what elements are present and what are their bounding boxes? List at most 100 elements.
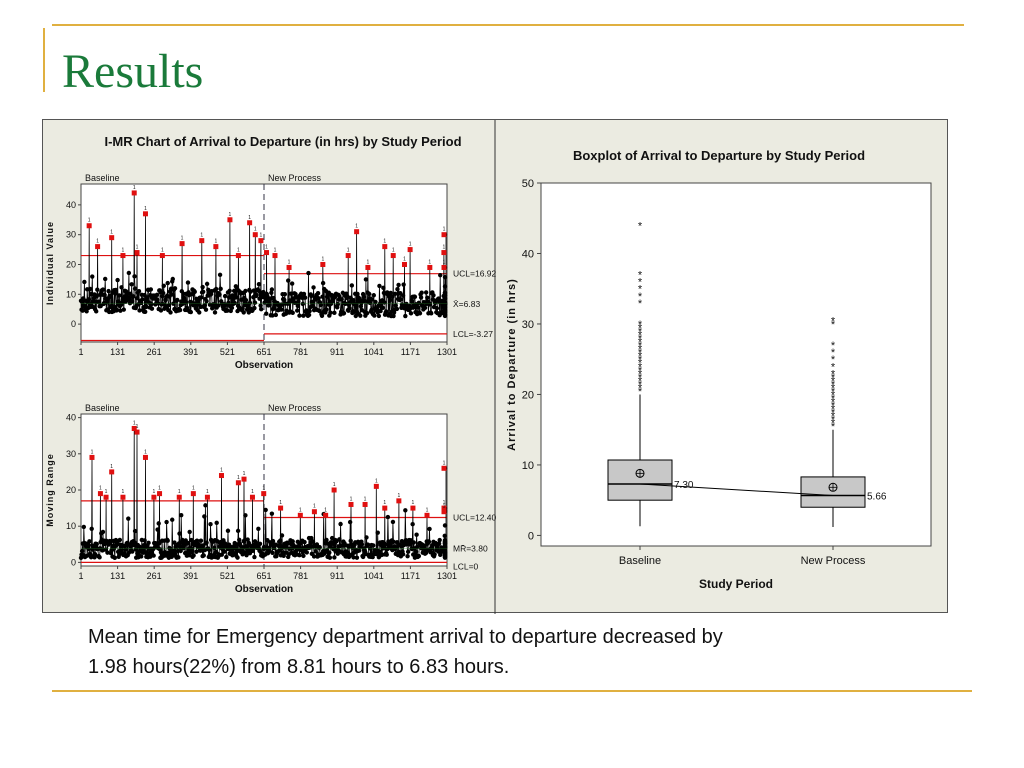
phase-label-new-process: New Process [268,173,322,183]
data-point [132,274,137,279]
data-point [363,277,369,282]
x-tick-label: 911 [330,347,344,357]
data-point [337,537,342,542]
data-point [316,308,322,314]
test-flag: 1 [237,475,240,481]
center-label: MR̄=3.80 [453,544,488,554]
data-point [311,554,317,559]
data-point [119,285,124,290]
data-point [166,303,172,308]
data-point [375,530,380,535]
out-of-control-point [120,494,126,500]
data-point [142,309,148,314]
data-point [189,548,195,554]
outlier-mark: * [831,418,836,430]
out-of-control-point [441,250,447,256]
data-point [282,292,288,297]
out-of-control-point [109,469,115,475]
data-point [225,528,231,533]
data-point [130,549,135,554]
x-axis-label: Observation [235,584,293,595]
test-flag: 1 [443,460,446,466]
data-point [413,549,419,554]
data-point [97,555,102,560]
test-flag: 1 [265,245,268,251]
y-tick-label: 10 [66,289,76,299]
data-point [252,554,257,560]
out-of-control-point [134,429,140,435]
out-of-control-point [157,491,163,497]
data-point [418,295,424,300]
data-point [381,546,386,551]
out-of-control-point [441,505,447,511]
data-point [320,294,325,299]
outlier-mark: * [638,379,643,391]
outliers: ********************** [831,315,836,433]
data-point [371,293,376,298]
data-point [408,542,413,547]
data-point [155,297,160,303]
data-point [358,313,363,318]
out-of-control-point [199,238,205,244]
phase-label-new-process: New Process [268,403,322,413]
data-point [442,537,448,543]
test-flag: 1 [375,478,378,484]
data-point [377,283,382,289]
x-tick-label: 1041 [364,571,384,581]
test-flag: 1 [110,464,113,470]
outlier-mark: * [831,386,836,398]
test-flag: 1 [260,233,263,239]
data-point [213,286,219,292]
data-point [388,290,393,296]
data-point [390,519,396,525]
data-point [384,552,389,557]
outlier-mark: * [638,291,643,303]
test-flag: 1 [192,486,195,492]
x-axis-label: Study Period [699,577,773,591]
data-point [175,297,180,303]
data-point [296,299,301,304]
x-tick-label: 131 [110,347,125,357]
test-flag: 1 [288,259,291,265]
out-of-control-point [441,264,447,270]
test-flag: 1 [99,486,102,492]
outlier-mark: * [831,361,836,373]
data-point [229,305,235,311]
data-point [114,307,120,313]
test-flag: 1 [350,496,353,502]
out-of-control-point [247,220,253,226]
data-point [95,287,100,292]
data-point [297,553,302,558]
data-point [244,552,249,558]
data-point [301,313,306,318]
data-point [354,305,359,310]
data-point [373,299,378,305]
data-point [310,299,316,305]
x-tick-label: 131 [110,571,125,581]
boxplot-chart: 0 10 20 30 40 50 Arrival to Departure (in hrs)… [506,178,932,591]
data-point [417,311,423,316]
data-point [243,288,248,294]
data-point [313,549,319,554]
out-of-control-point [261,491,267,497]
data-point [414,532,419,537]
data-point [217,292,222,297]
data-point [341,311,347,316]
data-point [405,553,410,559]
test-flag: 1 [443,500,446,506]
x-tick-label: 1041 [364,347,384,357]
data-point [155,527,160,532]
x-tick-label: 651 [256,571,271,581]
data-point [282,297,287,303]
test-flag: 1 [88,218,91,224]
data-point [422,305,428,311]
outlier-mark: * [638,372,643,384]
data-point [369,297,375,302]
data-point [200,289,206,294]
data-point [256,526,261,532]
slide-title: Results [62,45,204,98]
data-point [386,294,392,299]
data-point [347,519,353,525]
data-point [108,294,113,299]
out-of-control-point [95,244,101,250]
